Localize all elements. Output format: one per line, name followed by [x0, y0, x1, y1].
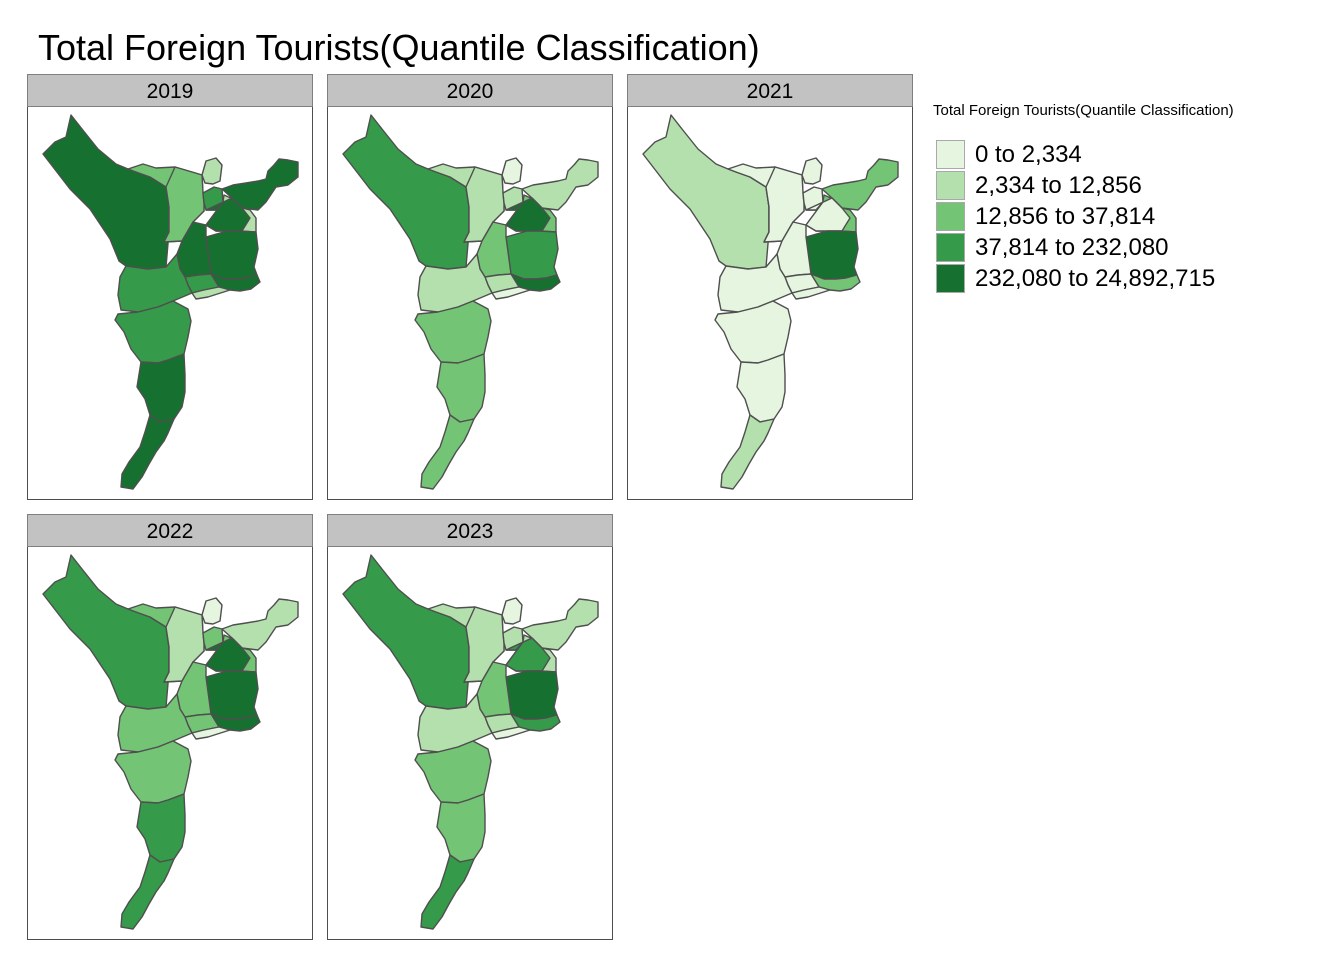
legend-label: 0 to 2,334 [975, 140, 1082, 168]
map-region-17 [120, 854, 175, 930]
map-region-17 [420, 414, 475, 490]
legend-swatch [936, 140, 965, 169]
legend-title: Total Foreign Tourists(Quantile Classifi… [933, 102, 1234, 119]
legend-swatch [936, 171, 965, 200]
map-region-4 [201, 597, 223, 625]
choropleth-map-2020 [342, 114, 599, 490]
map-region-17 [120, 414, 175, 490]
map-region-16 [136, 793, 186, 863]
map-region-16 [436, 353, 486, 423]
map-region-6 [521, 158, 599, 211]
legend-item: 12,856 to 37,814 [936, 201, 1215, 232]
map-region-6 [521, 598, 599, 651]
choropleth-map-2019 [42, 114, 299, 490]
map-region-4 [201, 157, 223, 185]
panel-header-2019: 2019 [27, 74, 313, 107]
map-region-9 [505, 670, 559, 720]
map-region-16 [136, 353, 186, 423]
panel-header-2022: 2022 [27, 514, 313, 547]
map-region-9 [205, 230, 259, 280]
map-region-14 [491, 726, 531, 740]
map-region-14 [791, 286, 831, 300]
legend-item: 2,334 to 12,856 [936, 170, 1215, 201]
map-region-1 [642, 114, 770, 270]
page-title: Total Foreign Tourists(Quantile Classifi… [38, 27, 760, 68]
map-region-1 [42, 554, 170, 710]
map-region-14 [191, 286, 231, 300]
map-area-2022 [27, 547, 313, 940]
map-region-14 [191, 726, 231, 740]
map-region-6 [221, 158, 299, 211]
legend-swatch [936, 233, 965, 262]
map-region-9 [505, 230, 559, 280]
legend-swatch [936, 264, 965, 293]
legend-label: 232,080 to 24,892,715 [975, 264, 1216, 292]
legend-label: 2,334 to 12,856 [975, 171, 1142, 199]
choropleth-map-2021 [642, 114, 899, 490]
choropleth-map-2022 [42, 554, 299, 930]
legend-item: 0 to 2,334 [936, 139, 1215, 170]
panel-header-2023: 2023 [327, 514, 613, 547]
map-panel-2019: 2019 [27, 74, 313, 500]
map-panel-2022: 2022 [27, 514, 313, 940]
map-region-9 [205, 670, 259, 720]
map-region-16 [736, 353, 786, 423]
map-region-4 [801, 157, 823, 185]
map-area-2020 [327, 107, 613, 500]
map-region-4 [501, 597, 523, 625]
legend-swatch [936, 202, 965, 231]
legend-item: 232,080 to 24,892,715 [936, 263, 1215, 294]
panel-header-2021: 2021 [627, 74, 913, 107]
map-region-1 [342, 114, 470, 270]
map-area-2023 [327, 547, 613, 940]
map-region-1 [42, 114, 170, 270]
map-panel-2021: 2021 [627, 74, 913, 500]
legend-item: 37,814 to 232,080 [936, 232, 1215, 263]
map-panel-2023: 2023 [327, 514, 613, 940]
map-region-9 [805, 230, 859, 280]
map-region-17 [420, 854, 475, 930]
map-region-6 [821, 158, 899, 211]
map-region-6 [221, 598, 299, 651]
map-region-16 [436, 793, 486, 863]
legend-label: 12,856 to 37,814 [975, 202, 1156, 230]
map-region-14 [491, 286, 531, 300]
map-area-2021 [627, 107, 913, 500]
map-panel-2020: 2020 [327, 74, 613, 500]
panel-header-2020: 2020 [327, 74, 613, 107]
legend-label: 37,814 to 232,080 [975, 233, 1169, 261]
map-area-2019 [27, 107, 313, 500]
map-region-1 [342, 554, 470, 710]
map-region-17 [720, 414, 775, 490]
choropleth-map-2023 [342, 554, 599, 930]
legend: 0 to 2,334 2,334 to 12,856 12,856 to 37,… [936, 139, 1215, 294]
map-region-4 [501, 157, 523, 185]
